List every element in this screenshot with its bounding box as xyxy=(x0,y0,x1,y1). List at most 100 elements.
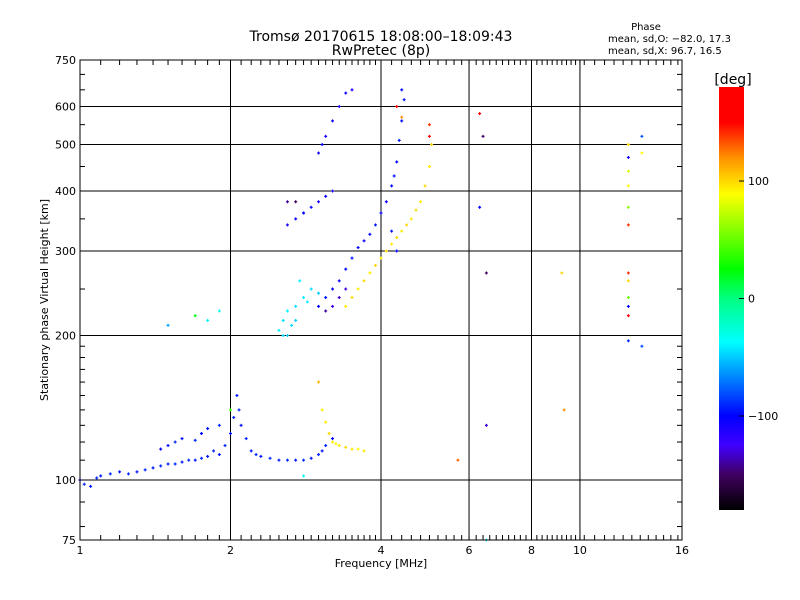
y-tick-label: 300 xyxy=(55,245,76,258)
data-point xyxy=(324,420,328,424)
data-point xyxy=(193,438,197,442)
data-point xyxy=(166,444,170,448)
data-point xyxy=(309,205,313,209)
data-point xyxy=(478,205,482,209)
data-point xyxy=(419,200,423,204)
data-point xyxy=(362,449,366,453)
data-point xyxy=(285,309,289,313)
data-point xyxy=(320,449,324,453)
colorbar-label: [deg] xyxy=(714,72,751,88)
data-point xyxy=(402,98,406,102)
data-point xyxy=(626,155,630,159)
data-point xyxy=(390,184,394,188)
data-point xyxy=(456,458,460,462)
data-point xyxy=(331,119,335,123)
data-point xyxy=(395,236,399,240)
data-point xyxy=(400,229,404,233)
data-point xyxy=(309,456,313,460)
data-point xyxy=(478,112,482,116)
data-point xyxy=(99,474,103,478)
data-point xyxy=(317,380,321,384)
colorbar-tick-label: −100 xyxy=(748,410,778,423)
data-point xyxy=(626,223,630,227)
data-point xyxy=(317,304,321,308)
x-tick-label: 6 xyxy=(466,544,473,557)
data-point xyxy=(344,91,348,95)
data-point xyxy=(166,462,170,466)
data-point xyxy=(89,484,93,488)
x-tick-label: 16 xyxy=(675,544,689,557)
data-point xyxy=(384,249,388,253)
data-point xyxy=(368,271,372,275)
data-point xyxy=(277,328,281,332)
data-point xyxy=(414,208,418,212)
data-point xyxy=(334,442,338,446)
data-point xyxy=(392,174,396,178)
data-point xyxy=(356,246,360,250)
data-point xyxy=(143,468,147,472)
data-point xyxy=(309,287,313,291)
data-point xyxy=(331,440,335,444)
x-tick-label: 8 xyxy=(528,544,535,557)
data-point xyxy=(281,318,285,322)
data-point xyxy=(374,223,378,227)
y-tick-label: 75 xyxy=(62,534,76,547)
data-point xyxy=(166,323,170,327)
data-point xyxy=(331,287,335,291)
data-point xyxy=(484,271,488,275)
data-point xyxy=(356,287,360,291)
data-point xyxy=(640,344,644,348)
data-point xyxy=(626,143,630,147)
data-point xyxy=(223,444,227,448)
data-point xyxy=(397,138,401,142)
data-point xyxy=(350,296,354,300)
data-point xyxy=(237,408,241,412)
data-point xyxy=(118,470,122,474)
x-tick-label: 1 xyxy=(77,544,84,557)
data-point xyxy=(368,232,372,236)
data-point xyxy=(206,427,210,431)
data-point xyxy=(626,296,630,300)
data-point xyxy=(379,211,383,215)
data-point xyxy=(298,279,302,283)
data-point xyxy=(400,115,404,119)
data-point xyxy=(302,296,306,300)
data-point xyxy=(285,334,289,338)
data-point xyxy=(193,458,197,462)
y-tick-label: 600 xyxy=(55,101,76,114)
data-point xyxy=(254,453,258,457)
data-points xyxy=(78,88,644,542)
data-point xyxy=(362,239,366,243)
data-point xyxy=(212,449,216,453)
data-point xyxy=(560,271,564,275)
data-point xyxy=(344,445,348,449)
data-point xyxy=(379,256,383,260)
data-point xyxy=(217,453,221,457)
data-point xyxy=(249,449,253,453)
data-point xyxy=(427,164,431,168)
data-point xyxy=(302,474,306,478)
data-point xyxy=(151,466,155,470)
data-point xyxy=(239,423,243,427)
data-point xyxy=(626,184,630,188)
data-point xyxy=(302,211,306,215)
data-point xyxy=(337,279,341,283)
data-point xyxy=(356,447,360,451)
data-point xyxy=(320,143,324,147)
data-point xyxy=(427,134,431,138)
data-point xyxy=(268,456,272,460)
data-point xyxy=(350,256,354,260)
data-point xyxy=(206,318,210,322)
data-point xyxy=(390,229,394,233)
data-point xyxy=(337,105,341,109)
data-point xyxy=(362,279,366,283)
data-point xyxy=(217,423,221,427)
data-point xyxy=(108,472,112,476)
data-point xyxy=(285,223,289,227)
data-point xyxy=(126,472,130,476)
data-point xyxy=(390,242,394,246)
data-point xyxy=(626,205,630,209)
colorbar-tick-label: 100 xyxy=(748,175,769,188)
data-point xyxy=(82,482,86,486)
data-point xyxy=(159,447,163,451)
